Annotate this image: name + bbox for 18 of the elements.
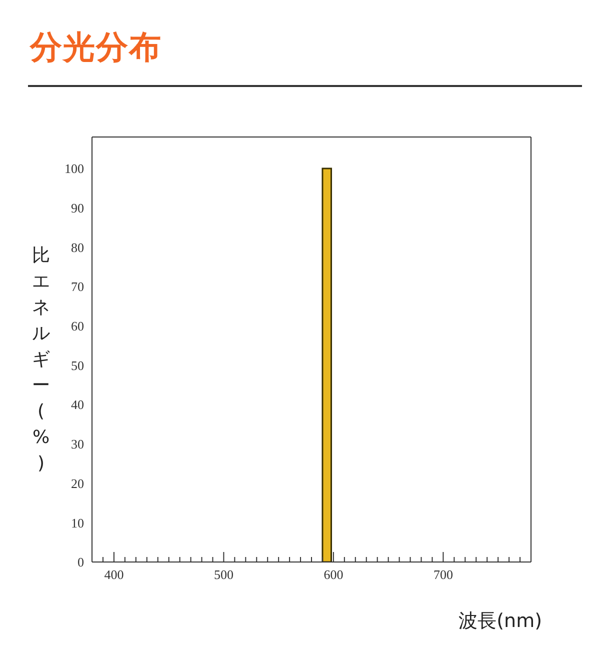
chart-title: 分光分布 <box>30 27 162 68</box>
x-tick-label: 600 <box>324 567 344 582</box>
y-tick-label: 80 <box>71 240 84 255</box>
x-axis-title: 波長(nm) <box>458 609 542 634</box>
y-tick-label: 30 <box>71 436 84 452</box>
y-tick-label: 90 <box>71 200 84 216</box>
y-tick-label: 70 <box>71 279 84 294</box>
y-tick-label: 40 <box>71 397 84 412</box>
x-tick-label: 700 <box>433 567 453 582</box>
x-tick-label: 500 <box>214 567 234 582</box>
y-tick-label: 60 <box>71 318 84 334</box>
x-tick-label: 400 <box>104 567 124 582</box>
y-tick-label: 20 <box>71 476 84 491</box>
y-tick-label: 100 <box>64 161 84 176</box>
y-tick-label: 0 <box>78 554 84 570</box>
y-tick-label: 10 <box>71 515 84 530</box>
text: 比エネルギー(%) <box>32 245 50 474</box>
y-tick-label: 50 <box>71 358 84 373</box>
